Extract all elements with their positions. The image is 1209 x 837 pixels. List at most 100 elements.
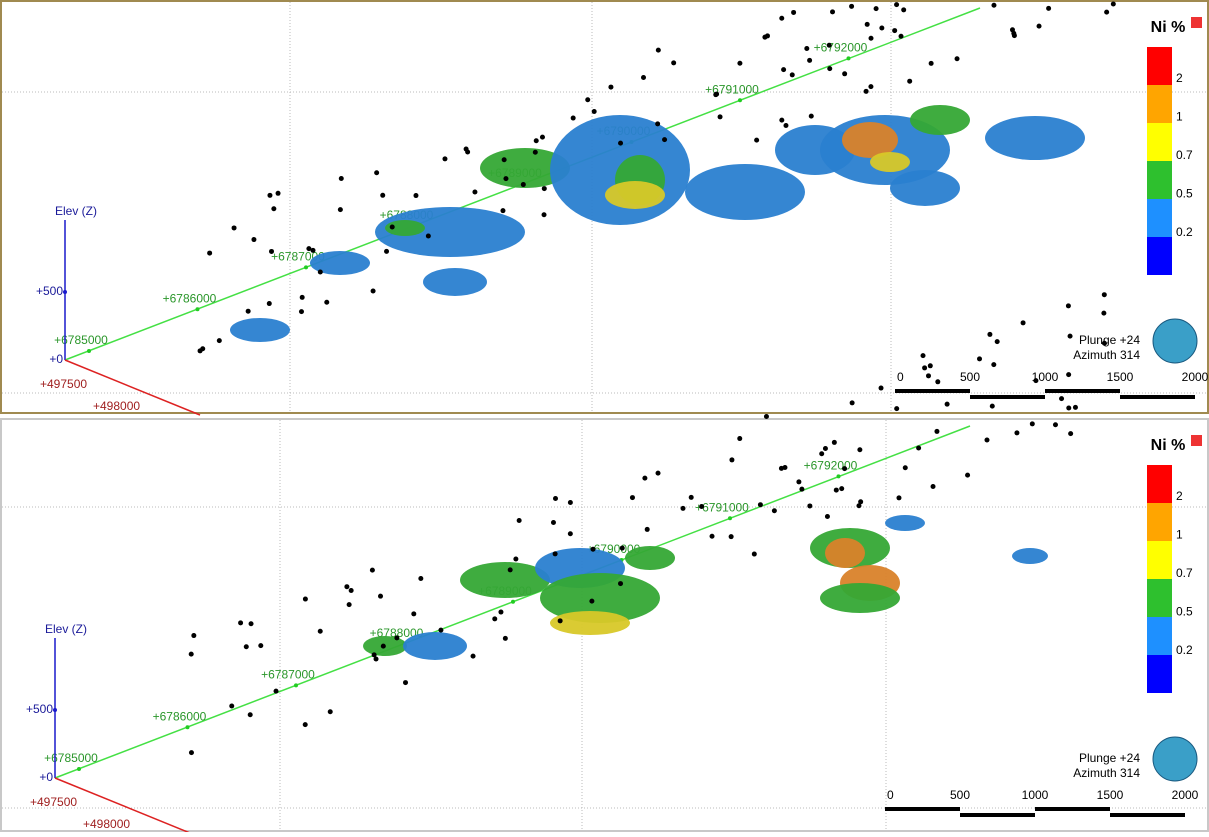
drill-point xyxy=(819,451,824,456)
close-button[interactable] xyxy=(1191,435,1202,446)
axis-tick xyxy=(738,98,742,102)
drill-point xyxy=(1037,24,1042,29)
drill-point xyxy=(238,620,243,625)
ore-body xyxy=(1012,548,1048,564)
drill-point xyxy=(1068,334,1073,339)
drill-point xyxy=(807,503,812,508)
drill-point xyxy=(642,476,647,481)
drill-point xyxy=(471,654,476,659)
legend-swatch xyxy=(1147,541,1172,579)
legend-label: 0.5 xyxy=(1176,187,1193,201)
north-label: +6785000 xyxy=(54,333,108,347)
plunge-label: Plunge +24 xyxy=(1079,333,1140,347)
drill-point xyxy=(303,597,308,602)
drill-point xyxy=(571,116,576,121)
drill-point xyxy=(318,270,323,275)
drill-point xyxy=(977,356,982,361)
axis-tick xyxy=(53,708,57,712)
drill-point xyxy=(737,436,742,441)
drill-point xyxy=(306,246,311,251)
scale-label: 0 xyxy=(897,370,904,384)
drill-point xyxy=(1021,320,1026,325)
drill-point xyxy=(1073,405,1078,410)
drill-point xyxy=(779,466,784,471)
ore-body xyxy=(230,318,290,342)
drill-point xyxy=(1059,396,1064,401)
ore-body xyxy=(910,105,970,135)
drill-point xyxy=(714,92,719,97)
drill-point xyxy=(374,170,379,175)
drill-point xyxy=(934,429,939,434)
drill-point xyxy=(618,141,623,146)
close-button[interactable] xyxy=(1191,17,1202,28)
drill-point xyxy=(438,628,443,633)
drill-point xyxy=(338,207,343,212)
legend-label: 0.2 xyxy=(1176,225,1193,239)
axis-tick xyxy=(837,474,841,478)
drill-point xyxy=(779,118,784,123)
north-label: +6792000 xyxy=(804,459,858,473)
elev-label: +500 xyxy=(36,284,63,298)
axis-tick xyxy=(304,265,308,269)
drill-point xyxy=(737,61,742,66)
drill-point xyxy=(381,644,386,649)
drill-point xyxy=(540,135,545,140)
drill-point xyxy=(328,709,333,714)
legend-label: 2 xyxy=(1176,489,1183,503)
drill-point xyxy=(344,584,349,589)
drill-point xyxy=(411,611,416,616)
drill-point xyxy=(303,722,308,727)
drill-point xyxy=(710,534,715,539)
drill-point xyxy=(799,487,804,492)
drill-point xyxy=(916,446,921,451)
drill-point xyxy=(513,556,518,561)
drill-point xyxy=(796,479,801,484)
drill-point xyxy=(533,150,538,155)
north-label: +6791000 xyxy=(705,82,759,96)
drill-point xyxy=(879,386,884,391)
drill-point xyxy=(991,362,996,367)
drill-point xyxy=(856,503,861,508)
east-label: +497500 xyxy=(40,377,87,391)
drill-point xyxy=(1053,422,1058,427)
drill-point xyxy=(754,138,759,143)
drill-point xyxy=(380,193,385,198)
drill-point xyxy=(842,71,847,76)
scale-label: 500 xyxy=(960,370,980,384)
drill-point xyxy=(465,149,470,154)
drill-point xyxy=(189,750,194,755)
east-label: +498000 xyxy=(93,399,140,413)
east-label: +498000 xyxy=(83,817,130,831)
drill-point xyxy=(827,43,832,48)
drill-point xyxy=(1066,372,1071,377)
drill-point xyxy=(804,46,809,51)
azimuth-label: Azimuth 314 xyxy=(1073,766,1140,780)
axis-tick xyxy=(87,349,91,353)
ore-body xyxy=(890,170,960,206)
elev-label: +0 xyxy=(39,770,53,784)
legend-swatch xyxy=(1147,237,1172,275)
drill-point xyxy=(868,84,873,89)
drill-point xyxy=(896,495,901,500)
legend-swatch xyxy=(1147,465,1172,503)
drill-point xyxy=(232,225,237,230)
scale-segment xyxy=(1035,807,1110,811)
drill-point xyxy=(779,16,784,21)
drill-point xyxy=(850,400,855,405)
drill-point xyxy=(207,251,212,256)
drill-point xyxy=(191,633,196,638)
drill-point xyxy=(922,365,927,370)
ore-body xyxy=(825,538,865,568)
north-label: +6785000 xyxy=(44,751,98,765)
drill-point xyxy=(990,404,995,409)
drill-point xyxy=(807,58,812,63)
drill-point xyxy=(229,703,234,708)
elev-title: Elev (Z) xyxy=(45,622,87,636)
axis-tick xyxy=(847,56,851,60)
drill-point xyxy=(592,109,597,114)
drill-point xyxy=(729,534,734,539)
legend-title: Ni % xyxy=(1151,437,1186,454)
drill-point xyxy=(689,495,694,500)
drill-point xyxy=(413,193,418,198)
north-label: +6792000 xyxy=(814,41,868,55)
